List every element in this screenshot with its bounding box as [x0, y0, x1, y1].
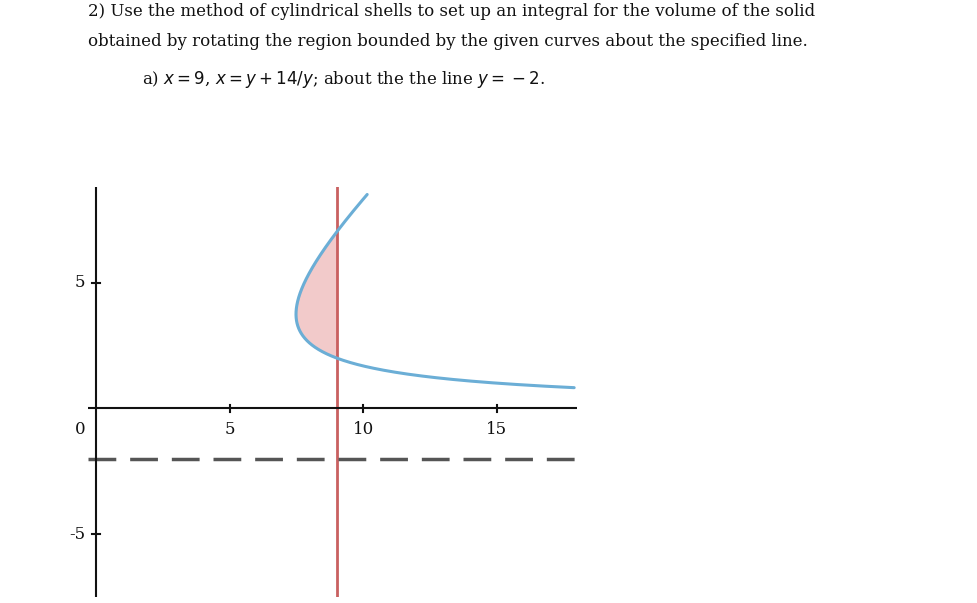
Text: -5: -5: [69, 526, 85, 543]
Text: 5: 5: [75, 274, 85, 291]
Text: 0: 0: [74, 421, 85, 438]
Text: 5: 5: [224, 421, 234, 438]
Text: 2) Use the method of cylindrical shells to set up an integral for the volume of : 2) Use the method of cylindrical shells …: [88, 3, 814, 20]
Text: 15: 15: [486, 421, 507, 438]
Text: obtained by rotating the region bounded by the given curves about the specified : obtained by rotating the region bounded …: [88, 33, 807, 50]
Text: 10: 10: [353, 421, 373, 438]
Text: a) $x = 9$, $x = y + 14/y$; about the the line $y = -2$.: a) $x = 9$, $x = y + 14/y$; about the th…: [142, 69, 544, 90]
